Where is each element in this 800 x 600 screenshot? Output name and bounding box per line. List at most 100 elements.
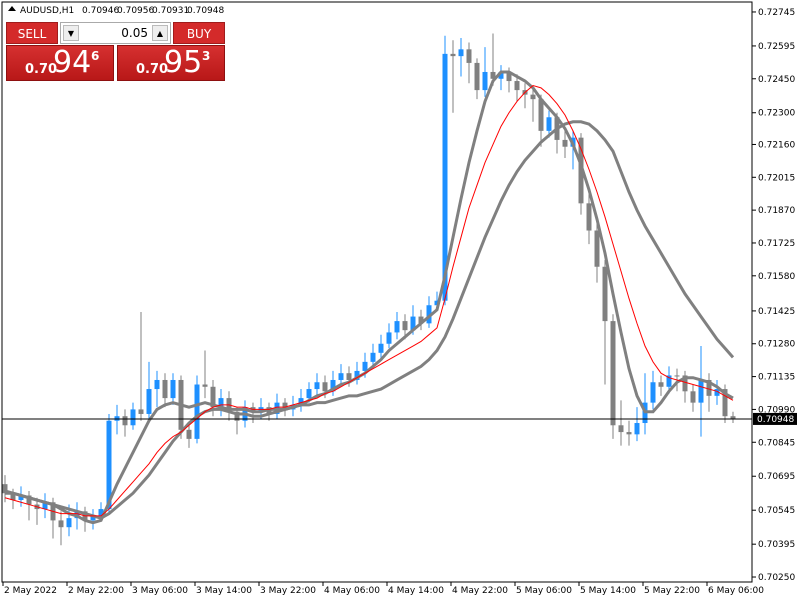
y-tick-label: 0.72300 (758, 109, 795, 119)
ask-small: 3 (202, 49, 211, 63)
sell-button[interactable]: SELL (6, 22, 58, 44)
y-tick-label: 0.70545 (758, 506, 795, 516)
ohlc-open: 0.70946 (82, 6, 119, 16)
candle-body (370, 352, 376, 362)
candle-body (658, 382, 664, 387)
y-tick-label: 0.71425 (758, 307, 795, 317)
candle-body (722, 389, 728, 417)
candle-body (682, 375, 688, 392)
candle-body (362, 361, 368, 371)
candle-body (322, 382, 328, 392)
y-tick-label: 0.70845 (758, 438, 795, 448)
candle-body (650, 382, 656, 403)
candle-body (458, 49, 464, 57)
candle-body (546, 117, 552, 131)
trade-panel: SELL ▼ 0.05 ▲ BUY 0.70 94 6 0.70 95 3 (6, 22, 225, 81)
candle-body (514, 81, 520, 91)
candle-body (378, 343, 384, 353)
candle-body (450, 53, 456, 57)
y-tick-label: 0.72015 (758, 173, 795, 183)
y-tick-label: 0.72450 (758, 75, 795, 85)
candle-body (418, 316, 424, 324)
candle-body (386, 332, 392, 344)
candle-body (730, 416, 736, 419)
candle-body (186, 429, 192, 439)
candle-body (602, 266, 608, 322)
x-tick-label: 5 May 22:00 (644, 586, 700, 596)
volume-down[interactable]: ▼ (63, 25, 79, 41)
ohlc-close: 0.70948 (187, 6, 224, 16)
x-tick-label: 3 May 14:00 (196, 586, 252, 596)
y-tick-label: 0.71870 (758, 206, 795, 216)
bid-prefix: 0.70 (25, 62, 58, 77)
y-tick-label: 0.71280 (758, 340, 795, 350)
candle-body (690, 391, 696, 403)
candle-body (562, 139, 568, 147)
volume[interactable]: 0.05 (121, 26, 148, 40)
y-tick-label: 0.70695 (758, 472, 795, 482)
candle-body (354, 370, 360, 380)
moving-average (4, 120, 735, 520)
candle-body (698, 379, 704, 403)
candle-body (234, 411, 240, 421)
y-tick-label: 0.72745 (758, 8, 795, 18)
candle-body (202, 384, 208, 387)
candle-body (466, 49, 472, 63)
candle-body (2, 484, 8, 494)
candle-body (306, 389, 312, 399)
candle-body (138, 409, 144, 414)
bid-small: 6 (91, 49, 100, 63)
ohlc-low: 0.70931 (152, 6, 189, 16)
candle-body (90, 515, 96, 521)
candle-body (434, 300, 440, 306)
x-tick-label: 5 May 14:00 (580, 586, 636, 596)
ask-big: 95 (164, 45, 203, 80)
y-tick-label: 0.70990 (758, 405, 795, 415)
candle-body (298, 398, 304, 405)
candle-body (394, 321, 400, 333)
buy-button[interactable]: BUY (173, 22, 225, 44)
candle-body (426, 305, 432, 324)
candle-body (482, 71, 488, 91)
current-price-label: 0.70948 (757, 415, 794, 425)
symbol: AUDUSD,H1 (20, 6, 74, 16)
moving-average (4, 85, 734, 517)
candle-body (402, 321, 408, 331)
candle-body (122, 416, 128, 426)
x-tick-label: 4 May 06:00 (324, 586, 380, 596)
candle-body (714, 389, 720, 396)
candle-body (346, 373, 352, 380)
candle-body (66, 518, 72, 528)
candle-body (506, 71, 512, 82)
candle-body (106, 420, 112, 510)
candle-body (170, 379, 176, 399)
volume-up[interactable]: ▲ (152, 25, 168, 41)
candle-body (42, 502, 48, 510)
moving-average (5, 70, 734, 525)
y-tick-label: 0.72595 (758, 42, 795, 52)
y-tick-label: 0.71135 (758, 373, 795, 383)
x-tick-label: 4 May 14:00 (388, 586, 444, 596)
candle-body (146, 389, 152, 414)
volume-box[interactable]: ▼ 0.05 ▲ (60, 22, 171, 44)
candle-body (578, 137, 584, 204)
candle-body (594, 230, 600, 267)
ask-price[interactable]: 0.70 95 3 (117, 45, 225, 81)
candle-body (634, 423, 640, 435)
y-tick-label: 0.71725 (758, 239, 795, 249)
candle-body (210, 386, 216, 408)
candle-body (474, 62, 480, 91)
candle-body (586, 203, 592, 231)
candle-body (538, 99, 544, 131)
candle-body (10, 493, 16, 501)
x-tick-label: 6 May 06:00 (708, 586, 764, 596)
x-tick-label: 5 May 06:00 (516, 586, 572, 596)
candle-body (338, 373, 344, 380)
bid-big: 94 (53, 45, 92, 80)
candle-body (410, 316, 416, 331)
bid-price[interactable]: 0.70 94 6 (6, 45, 114, 81)
collapse-icon[interactable] (8, 6, 16, 11)
candle-body (674, 375, 680, 377)
candle-body (282, 402, 288, 410)
